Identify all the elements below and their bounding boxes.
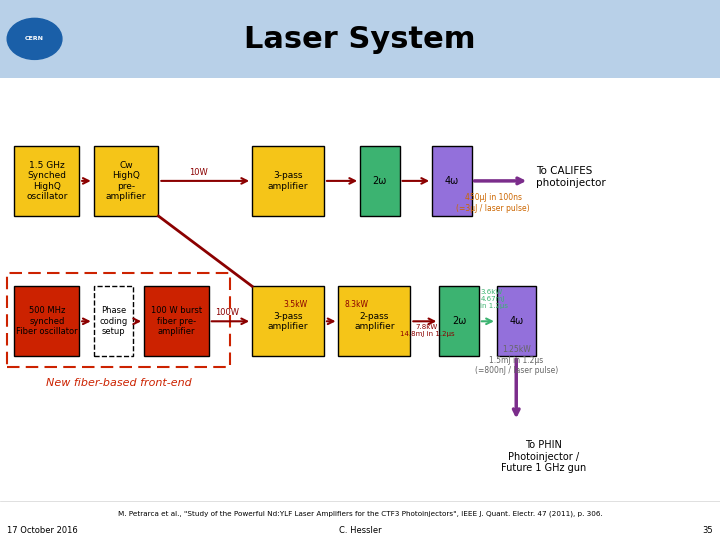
Text: 35: 35 <box>702 526 713 535</box>
Circle shape <box>7 18 62 59</box>
Text: 7.8kW
14.8mJ in 1.2μs: 7.8kW 14.8mJ in 1.2μs <box>400 324 454 337</box>
Text: 500 MHz
synched
Fiber oscillator: 500 MHz synched Fiber oscillator <box>16 306 78 336</box>
Text: To CALIFES
photoinjector: To CALIFES photoinjector <box>536 166 606 188</box>
Text: 2-pass
amplifier: 2-pass amplifier <box>354 312 395 331</box>
FancyBboxPatch shape <box>439 286 479 356</box>
Text: 4ω: 4ω <box>445 176 459 186</box>
Text: 3.5kW: 3.5kW <box>283 300 307 309</box>
FancyBboxPatch shape <box>252 286 324 356</box>
FancyBboxPatch shape <box>94 146 158 216</box>
FancyBboxPatch shape <box>94 286 133 356</box>
Text: To PHIN
Photoinjector /
Future 1 GHz gun: To PHIN Photoinjector / Future 1 GHz gun <box>501 440 586 473</box>
Text: 17 October 2016: 17 October 2016 <box>7 526 78 535</box>
Text: CERN: CERN <box>25 36 44 42</box>
Text: 10W: 10W <box>189 168 207 177</box>
Text: 8.3kW: 8.3kW <box>344 300 369 309</box>
Text: Cw
HighQ
pre-
amplifier: Cw HighQ pre- amplifier <box>106 161 146 201</box>
Text: 100W: 100W <box>215 308 239 317</box>
Text: Phase
coding
setup: Phase coding setup <box>99 306 127 336</box>
Text: 2ω: 2ω <box>452 316 466 326</box>
Text: Laser System: Laser System <box>244 25 476 54</box>
FancyBboxPatch shape <box>14 146 79 216</box>
Text: 1.5 GHz
Synched
HighQ
oscillator: 1.5 GHz Synched HighQ oscillator <box>26 161 68 201</box>
Text: 450μJ in 100ns
(=3μJ / laser pulse): 450μJ in 100ns (=3μJ / laser pulse) <box>456 193 530 213</box>
FancyBboxPatch shape <box>497 286 536 356</box>
FancyBboxPatch shape <box>14 286 79 356</box>
FancyBboxPatch shape <box>0 0 720 78</box>
FancyBboxPatch shape <box>338 286 410 356</box>
FancyBboxPatch shape <box>432 146 472 216</box>
Text: 1.25kW
1.5mJ in 1.2μs
(=800nJ / laser pulse): 1.25kW 1.5mJ in 1.2μs (=800nJ / laser pu… <box>474 346 558 375</box>
FancyBboxPatch shape <box>144 286 209 356</box>
Text: C. Hessler: C. Hessler <box>338 526 382 535</box>
FancyBboxPatch shape <box>252 146 324 216</box>
Text: New fiber-based front-end: New fiber-based front-end <box>46 378 192 388</box>
Text: M. Petrarca et al., "Study of the Powerful Nd:YLF Laser Amplifiers for the CTF3 : M. Petrarca et al., "Study of the Powerf… <box>117 511 603 517</box>
Text: 3-pass
amplifier: 3-pass amplifier <box>268 171 308 191</box>
Text: 100 W burst
fiber pre-
amplifier: 100 W burst fiber pre- amplifier <box>150 306 202 336</box>
FancyBboxPatch shape <box>360 146 400 216</box>
Text: 2ω: 2ω <box>373 176 387 186</box>
Text: 3.6kW
4.67mJ
in 1.2μs: 3.6kW 4.67mJ in 1.2μs <box>480 289 508 309</box>
Text: 4ω: 4ω <box>510 316 523 326</box>
Text: 3-pass
amplifier: 3-pass amplifier <box>268 312 308 331</box>
